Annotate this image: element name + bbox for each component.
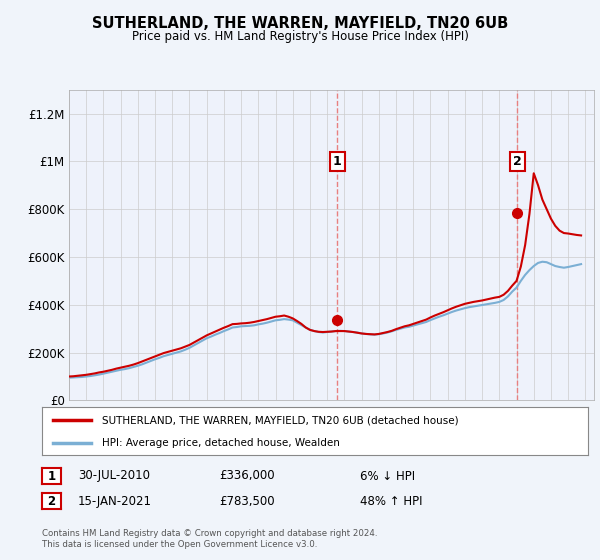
Text: 48% ↑ HPI: 48% ↑ HPI <box>360 494 422 508</box>
Text: HPI: Average price, detached house, Wealden: HPI: Average price, detached house, Weal… <box>102 438 340 448</box>
Text: £336,000: £336,000 <box>219 469 275 483</box>
Text: 2: 2 <box>47 494 56 508</box>
Text: SUTHERLAND, THE WARREN, MAYFIELD, TN20 6UB (detached house): SUTHERLAND, THE WARREN, MAYFIELD, TN20 6… <box>102 416 458 426</box>
Text: SUTHERLAND, THE WARREN, MAYFIELD, TN20 6UB: SUTHERLAND, THE WARREN, MAYFIELD, TN20 6… <box>92 16 508 31</box>
Text: 2: 2 <box>513 155 521 168</box>
Text: £783,500: £783,500 <box>219 494 275 508</box>
Text: 1: 1 <box>333 155 341 168</box>
Text: 1: 1 <box>47 469 56 483</box>
Text: 30-JUL-2010: 30-JUL-2010 <box>78 469 150 483</box>
Text: Contains HM Land Registry data © Crown copyright and database right 2024.
This d: Contains HM Land Registry data © Crown c… <box>42 529 377 549</box>
Text: Price paid vs. HM Land Registry's House Price Index (HPI): Price paid vs. HM Land Registry's House … <box>131 30 469 43</box>
Text: 6% ↓ HPI: 6% ↓ HPI <box>360 469 415 483</box>
Text: 15-JAN-2021: 15-JAN-2021 <box>78 494 152 508</box>
